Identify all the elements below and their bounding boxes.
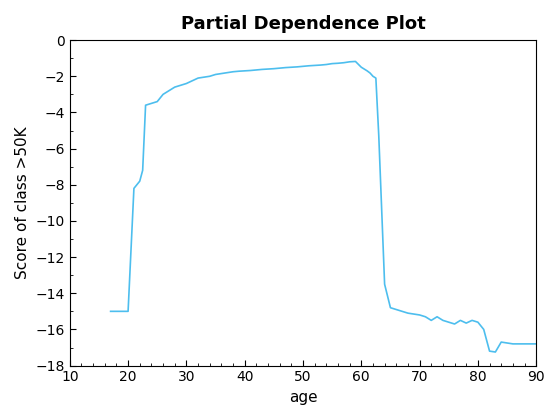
Y-axis label: Score of class >50K: Score of class >50K	[15, 126, 30, 279]
X-axis label: age: age	[288, 390, 318, 405]
Title: Partial Dependence Plot: Partial Dependence Plot	[181, 15, 426, 33]
